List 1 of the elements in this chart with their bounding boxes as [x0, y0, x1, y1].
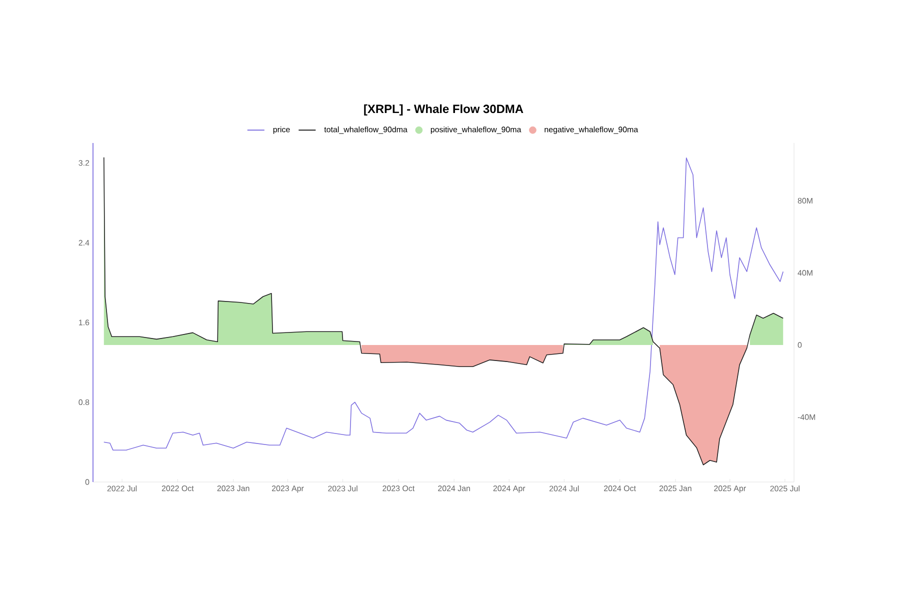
chart-title: [XRPL] - Whale Flow 30DMA	[364, 104, 524, 116]
